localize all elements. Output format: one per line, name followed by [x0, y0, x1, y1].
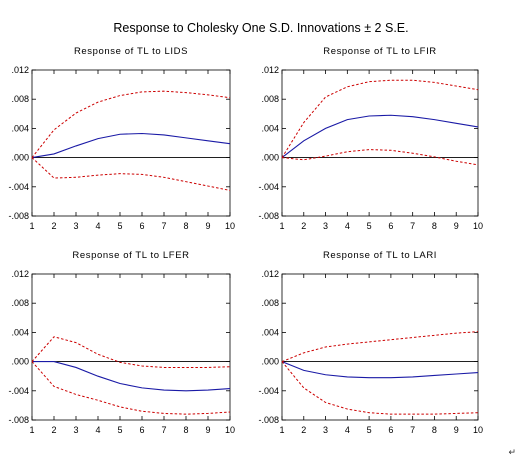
x-tick-label: 1	[29, 425, 34, 435]
upper-band-line	[31, 336, 231, 368]
x-tick-label: 6	[139, 425, 144, 435]
y-tick-label: -.004	[258, 386, 279, 396]
lower-band-line	[281, 149, 479, 166]
x-tick-label: 5	[367, 221, 372, 231]
lower-band-line	[31, 157, 231, 191]
upper-band-line	[281, 79, 479, 158]
x-tick-label: 5	[117, 425, 122, 435]
x-tick-label: 2	[301, 425, 306, 435]
figure-title: Response to Cholesky One S.D. Innovation…	[113, 21, 409, 35]
y-tick-label: .008	[261, 94, 279, 104]
y-tick-label: .004	[11, 123, 29, 133]
upper-band-line	[281, 331, 479, 363]
x-tick-label: 7	[410, 221, 415, 231]
y-tick-label: .004	[261, 123, 279, 133]
panel-title: Response of TL to LARI	[323, 250, 437, 261]
y-tick-label: -.008	[8, 415, 29, 425]
panel-title: Response of TL to LFIR	[323, 46, 437, 57]
y-tick-label: .012	[261, 65, 279, 75]
y-tick-label: .012	[261, 269, 279, 279]
y-tick-label: -.004	[258, 182, 279, 192]
x-tick-label: 7	[161, 425, 166, 435]
x-tick-label: 4	[95, 425, 100, 435]
plot-frame	[281, 273, 479, 421]
y-tick-label: -.008	[258, 211, 279, 221]
x-tick-label: 4	[345, 425, 350, 435]
lower-band-line	[281, 361, 479, 415]
x-tick-label: 7	[410, 425, 415, 435]
x-tick-label: 5	[117, 221, 122, 231]
panel-title: Response of TL to LIDS	[74, 46, 188, 57]
x-tick-label: 2	[301, 221, 306, 231]
response-line	[281, 361, 479, 379]
panel-title: Response of TL to LFER	[72, 250, 189, 261]
paragraph-mark: ↵	[508, 447, 516, 457]
y-tick-label: .008	[11, 94, 29, 104]
response-line	[31, 132, 231, 159]
y-tick-label: .000	[11, 357, 29, 367]
x-tick-label: 1	[279, 221, 284, 231]
y-tick-label: .000	[261, 153, 279, 163]
y-tick-label: -.008	[258, 415, 279, 425]
y-tick-label: .000	[261, 357, 279, 367]
x-tick-label: 3	[323, 221, 328, 231]
y-tick-label: .012	[11, 269, 29, 279]
x-tick-label: 8	[432, 221, 437, 231]
x-tick-label: 10	[225, 425, 235, 435]
x-tick-label: 5	[367, 425, 372, 435]
response-line	[32, 361, 231, 392]
x-tick-label: 6	[139, 221, 144, 231]
x-tick-label: 4	[95, 221, 100, 231]
y-tick-label: -.008	[8, 211, 29, 221]
x-tick-label: 4	[345, 221, 350, 231]
y-tick-label: -.004	[8, 182, 29, 192]
x-tick-label: 2	[51, 425, 56, 435]
x-tick-label: 10	[473, 221, 483, 231]
x-tick-label: 1	[279, 425, 284, 435]
x-tick-label: 9	[454, 425, 459, 435]
plot-frame	[31, 69, 231, 217]
y-tick-label: -.004	[8, 386, 29, 396]
x-tick-label: 3	[323, 425, 328, 435]
x-tick-label: 3	[73, 425, 78, 435]
x-tick-label: 8	[432, 425, 437, 435]
y-tick-label: .012	[11, 65, 29, 75]
x-tick-label: 3	[73, 221, 78, 231]
plot-frame	[31, 273, 231, 421]
x-tick-label: 2	[51, 221, 56, 231]
x-tick-label: 9	[205, 221, 210, 231]
x-tick-label: 8	[183, 425, 188, 435]
x-tick-label: 1	[29, 221, 34, 231]
x-tick-label: 6	[388, 221, 393, 231]
plot-frame	[281, 69, 479, 217]
y-tick-label: .004	[261, 327, 279, 337]
upper-band-line	[31, 90, 231, 158]
y-tick-label: .008	[261, 298, 279, 308]
x-tick-label: 9	[454, 221, 459, 231]
x-tick-label: 9	[205, 425, 210, 435]
x-tick-label: 8	[183, 221, 188, 231]
x-tick-label: 6	[388, 425, 393, 435]
x-tick-label: 10	[225, 221, 235, 231]
x-tick-label: 7	[161, 221, 166, 231]
y-tick-label: .008	[11, 298, 29, 308]
response-line	[281, 114, 479, 159]
y-tick-label: .004	[11, 327, 29, 337]
lower-band-line	[31, 361, 231, 415]
x-tick-label: 10	[473, 425, 483, 435]
y-tick-label: .000	[11, 153, 29, 163]
